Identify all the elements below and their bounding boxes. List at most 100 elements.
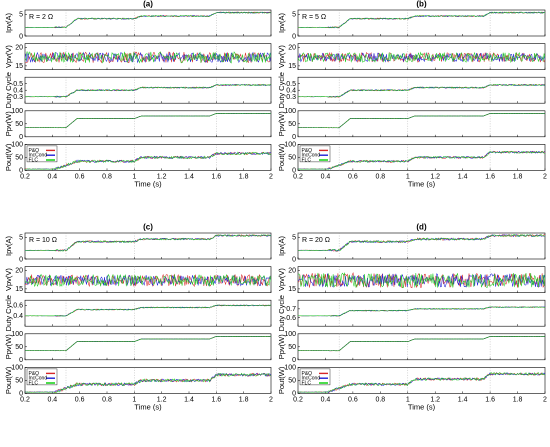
x-tick-label: 2 (543, 173, 547, 180)
y-tick-label: 0.4 (286, 88, 296, 95)
legend-entry: P&O (302, 371, 313, 377)
y-tick-label: 100 (284, 365, 296, 372)
load-annotation: R = 2 Ω (29, 14, 53, 21)
series-inccond (25, 372, 271, 393)
y-tick-label: 100 (11, 142, 23, 149)
x-tick-label: 0.4 (321, 173, 331, 180)
series-flc (25, 51, 271, 64)
axes-box (297, 299, 546, 327)
y-tick-label: 0 (292, 391, 296, 398)
axes-box (24, 110, 272, 138)
legend-entry: FLC (302, 158, 312, 164)
y-tick-label: 0 (292, 134, 296, 141)
series-flc (298, 306, 545, 317)
x-tick-label: 1.8 (513, 173, 523, 180)
y-tick-label: 50 (288, 155, 296, 162)
y-axis-label: Duty Cycle (277, 72, 286, 108)
legend-entry: P&O (29, 371, 40, 377)
y-tick-label: 50 (15, 378, 23, 385)
axes-box (297, 333, 546, 361)
y-tick-label: 15 (15, 286, 23, 293)
y-tick-label: 20 (15, 45, 23, 52)
y-axis-label: Vpv(V) (277, 268, 286, 291)
panel-title: (b) (416, 0, 427, 9)
y-axis-label: Vpv(V) (4, 268, 13, 291)
y-tick-label: 50 (288, 378, 296, 385)
subplot-0: Ipv(A) (4, 9, 272, 37)
y-axis-label: Ppv(W) (277, 334, 286, 360)
y-axis-label: Pout(W) (277, 143, 286, 171)
subplot-4: Pout(W) (277, 143, 546, 171)
x-tick-label: 0.4 (321, 396, 331, 403)
y-tick-label: 0 (19, 256, 23, 263)
y-tick-label: 0.6 (286, 315, 296, 322)
subplot-4: Pout(W) (4, 143, 272, 171)
y-tick-label: 50 (15, 121, 23, 128)
y-tick-label: 100 (11, 331, 23, 338)
x-tick-label: 1 (406, 173, 410, 180)
legend (26, 368, 58, 386)
x-tick-label: 2 (269, 173, 273, 180)
panel-1: Ipv(A) Vpv(V) Duty Cycle Ppv(W) Pout(W) (277, 9, 546, 171)
legend-entry: FLC (29, 158, 39, 164)
axes-box (24, 76, 272, 104)
series-flc (25, 234, 271, 252)
x-tick-label: 0.8 (375, 173, 385, 180)
subplot-3: Ppv(W) (4, 333, 272, 361)
series-flc (25, 304, 271, 317)
subplot-1: Vpv(V) (4, 266, 272, 293)
x-tick-label: 1.2 (430, 173, 440, 180)
ppv-reference-line (25, 336, 271, 351)
legend-entry: P&O (29, 148, 40, 154)
legend-entry: IncCond (302, 376, 321, 382)
subplot-2: Duty Cycle (4, 72, 272, 108)
y-axis-label: Ppv(W) (4, 111, 13, 137)
y-tick-label: 50 (288, 344, 296, 351)
series-flc (25, 151, 271, 170)
x-tick-label: 1.4 (184, 173, 194, 180)
x-tick-label: 1.8 (513, 396, 523, 403)
x-tick-label: 1.2 (157, 396, 167, 403)
y-tick-label: 15 (288, 63, 296, 70)
legend (26, 145, 58, 163)
y-tick-label: 20 (288, 45, 296, 52)
y-tick-label: 0 (19, 134, 23, 141)
y-tick-label: 100 (284, 331, 296, 338)
x-tick-label: 0.6 (348, 173, 358, 180)
legend-entry: P&O (302, 148, 313, 154)
axes-box (24, 9, 272, 37)
y-tick-label: 0 (19, 33, 23, 40)
panel-3: Ipv(A) Vpv(V) Duty Cycle Ppv(W) Pout(W) (277, 232, 546, 394)
subplot-3: Ppv(W) (4, 110, 272, 138)
subplot-1: Vpv(V) (4, 43, 272, 70)
x-tick-label: 1.6 (485, 173, 495, 180)
subplot-0: Ipv(A) (277, 9, 546, 37)
y-tick-label: 5 (292, 235, 296, 242)
x-tick-label: 0.2 (20, 396, 30, 403)
series-flc (298, 234, 545, 252)
legend-entry: FLC (29, 381, 39, 387)
axes-box (24, 333, 272, 361)
y-tick-label: 0 (19, 391, 23, 398)
y-axis-label: Vpv(V) (4, 45, 13, 68)
panel-title: (c) (143, 223, 153, 232)
y-tick-label: 15 (15, 63, 23, 70)
axes-box (24, 232, 272, 260)
y-tick-label: 20 (288, 268, 296, 275)
y-tick-label: 0 (19, 357, 23, 364)
y-tick-label: 5 (19, 12, 23, 19)
legend-entry: IncCond (29, 376, 48, 382)
y-tick-label: 0.7 (286, 306, 296, 313)
series-po (298, 52, 545, 64)
series-flc (298, 51, 545, 64)
panel-title: (d) (416, 223, 427, 232)
subplot-4: Pout(W) (277, 366, 546, 394)
y-tick-label: 0 (19, 168, 23, 175)
subplot-2: Duty Cycle (277, 295, 546, 331)
axes-box (297, 43, 546, 70)
series-flc (298, 272, 545, 289)
y-axis-label: Vpv(V) (277, 45, 286, 68)
y-tick-label: 100 (11, 365, 23, 372)
axes-box (24, 299, 272, 327)
x-tick-label: 0.6 (75, 173, 85, 180)
